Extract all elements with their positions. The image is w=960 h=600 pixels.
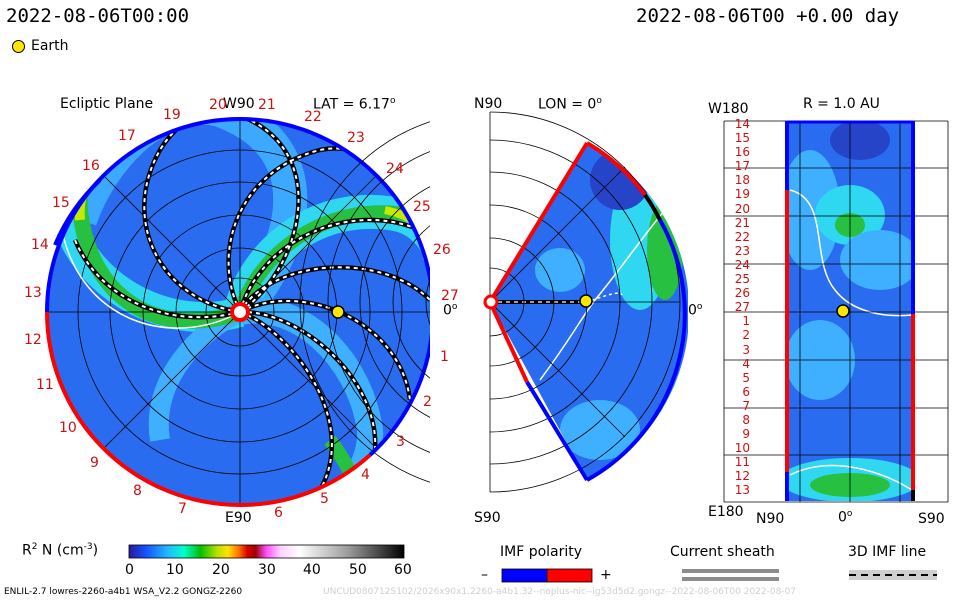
synoptic-row-label: 27 — [734, 300, 750, 315]
carrington-label: 8 — [133, 483, 142, 499]
carrington-label: 11 — [36, 377, 54, 393]
synoptic-row-label: 16 — [734, 145, 750, 160]
synoptic-row-label: 23 — [734, 243, 750, 258]
earth-legend-icon — [12, 40, 25, 53]
sun-marker — [230, 302, 250, 322]
density-colorbar — [128, 544, 405, 559]
synoptic-row-label: 6 — [742, 384, 750, 399]
carrington-label: 23 — [347, 130, 365, 146]
colorbar-tick: 40 — [303, 562, 321, 578]
ecliptic-plane-panel — [45, 116, 436, 508]
carrington-label: 16 — [82, 158, 100, 174]
carrington-label: 6 — [274, 505, 283, 521]
synoptic-row-label: 13 — [734, 483, 750, 498]
synoptic-row-label: 1 — [742, 314, 750, 329]
carrington-label: 3 — [396, 434, 405, 450]
carrington-label: 4 — [361, 467, 370, 483]
right-timestamp: 2022-08-06T00 +0.00 day — [636, 5, 900, 27]
synoptic-row-label: 15 — [734, 131, 750, 146]
synoptic-row-label: 5 — [742, 370, 750, 385]
left-timestamp: 2022-08-06T00:00 — [6, 5, 190, 27]
colorbar-tick: 60 — [394, 562, 412, 578]
imf-polarity-swatch — [501, 568, 593, 583]
synoptic-row-label: 10 — [734, 441, 750, 456]
colorbar-tick: 50 — [349, 562, 367, 578]
synoptic-zero-label: 0o — [838, 509, 853, 526]
carrington-label: 7 — [178, 501, 187, 517]
ecliptic-w90-label: W90 — [223, 96, 255, 112]
colorbar-label: R2 N (cm-3) — [22, 542, 99, 559]
carrington-label: 15 — [52, 195, 70, 211]
carrington-label: 9 — [90, 455, 99, 471]
carrington-label: 10 — [59, 420, 77, 436]
synoptic-row-label: 18 — [734, 173, 750, 188]
synoptic-row-label: 21 — [734, 215, 750, 230]
synoptic-w180-label: W180 — [708, 101, 749, 117]
synoptic-n90-label: N90 — [756, 511, 785, 527]
carrington-label: 20 — [209, 97, 227, 113]
synoptic-e180-label: E180 — [708, 504, 744, 520]
carrington-label: 1 — [440, 349, 449, 365]
earth-marker-synoptic — [836, 304, 850, 318]
synoptic-row-label: 3 — [742, 342, 750, 357]
meridional-s90-label: S90 — [474, 510, 501, 526]
synoptic-carrington-axis: 14 15 16 17 18 19 20 21 22 23 24 25 26 2… — [724, 117, 750, 498]
carrington-label: 17 — [118, 128, 136, 144]
run-id-watermark: UNCUD080712S102/2026x90x1.2260-a4b1.32--… — [323, 587, 797, 597]
synoptic-row-label: 2 — [742, 328, 750, 343]
synoptic-s90-label: S90 — [918, 511, 945, 527]
carrington-label: 22 — [304, 109, 322, 125]
carrington-label: 27 — [441, 288, 459, 304]
carrington-label: 25 — [413, 199, 431, 215]
synoptic-r-label: R = 1.0 AU — [803, 96, 880, 112]
current-sheath-label: Current sheath — [670, 544, 775, 560]
carrington-label: 12 — [24, 332, 42, 348]
earth-marker-ecliptic — [331, 305, 345, 319]
synoptic-row-label: 11 — [734, 455, 750, 470]
synoptic-row-label: 26 — [734, 286, 750, 301]
synoptic-map-panel — [723, 120, 949, 503]
current-sheath-swatch — [682, 569, 779, 581]
meridional-n90-label: N90 — [474, 96, 503, 112]
synoptic-row-label: 14 — [734, 117, 750, 131]
carrington-label: 19 — [163, 107, 181, 123]
model-info: ENLIL-2.7 lowres-2260-a4b1 WSA_V2.2 GONG… — [4, 587, 243, 597]
ecliptic-e90-label: E90 — [225, 510, 252, 526]
carrington-label: 24 — [386, 161, 404, 177]
colorbar-tick: 20 — [212, 562, 230, 578]
carrington-label: 5 — [320, 491, 329, 507]
synoptic-row-label: 8 — [742, 412, 750, 427]
synoptic-row-label: 9 — [742, 427, 750, 442]
earth-marker-meridional — [579, 294, 593, 308]
meridional-lon-label: LON = 0o — [538, 96, 602, 113]
colorbar-tick: 30 — [258, 562, 276, 578]
synoptic-row-label: 20 — [734, 201, 750, 216]
ecliptic-zero-label: 0o — [443, 302, 458, 319]
synoptic-row-label: 24 — [734, 257, 750, 272]
carrington-label: 21 — [258, 97, 276, 113]
synoptic-row-label: 17 — [734, 159, 750, 174]
colorbar-tick: 0 — [125, 562, 134, 578]
carrington-label: 14 — [31, 237, 49, 253]
carrington-label: 13 — [24, 285, 42, 301]
synoptic-row-label: 4 — [742, 356, 750, 371]
synoptic-row-label: 25 — [734, 272, 750, 287]
carrington-label: 26 — [433, 242, 451, 258]
colorbar-tick: 10 — [166, 562, 184, 578]
synoptic-row-label: 19 — [734, 187, 750, 202]
polarity-minus-label: – — [481, 567, 488, 583]
synoptic-row-label: 7 — [742, 398, 750, 413]
ecliptic-lat-label: LAT = 6.17o — [313, 96, 396, 113]
synoptic-row-label: 12 — [734, 469, 750, 484]
imf-line-swatch — [849, 570, 937, 580]
imf-polarity-label: IMF polarity — [500, 544, 583, 560]
polarity-plus-label: + — [600, 567, 612, 583]
imf-line-label: 3D IMF line — [848, 544, 927, 560]
synoptic-row-label: 22 — [734, 229, 750, 244]
meridional-zero-label: 0o — [688, 302, 703, 319]
carrington-label: 2 — [423, 394, 432, 410]
earth-legend-label: Earth — [31, 38, 69, 54]
ecliptic-title: Ecliptic Plane — [60, 96, 154, 112]
